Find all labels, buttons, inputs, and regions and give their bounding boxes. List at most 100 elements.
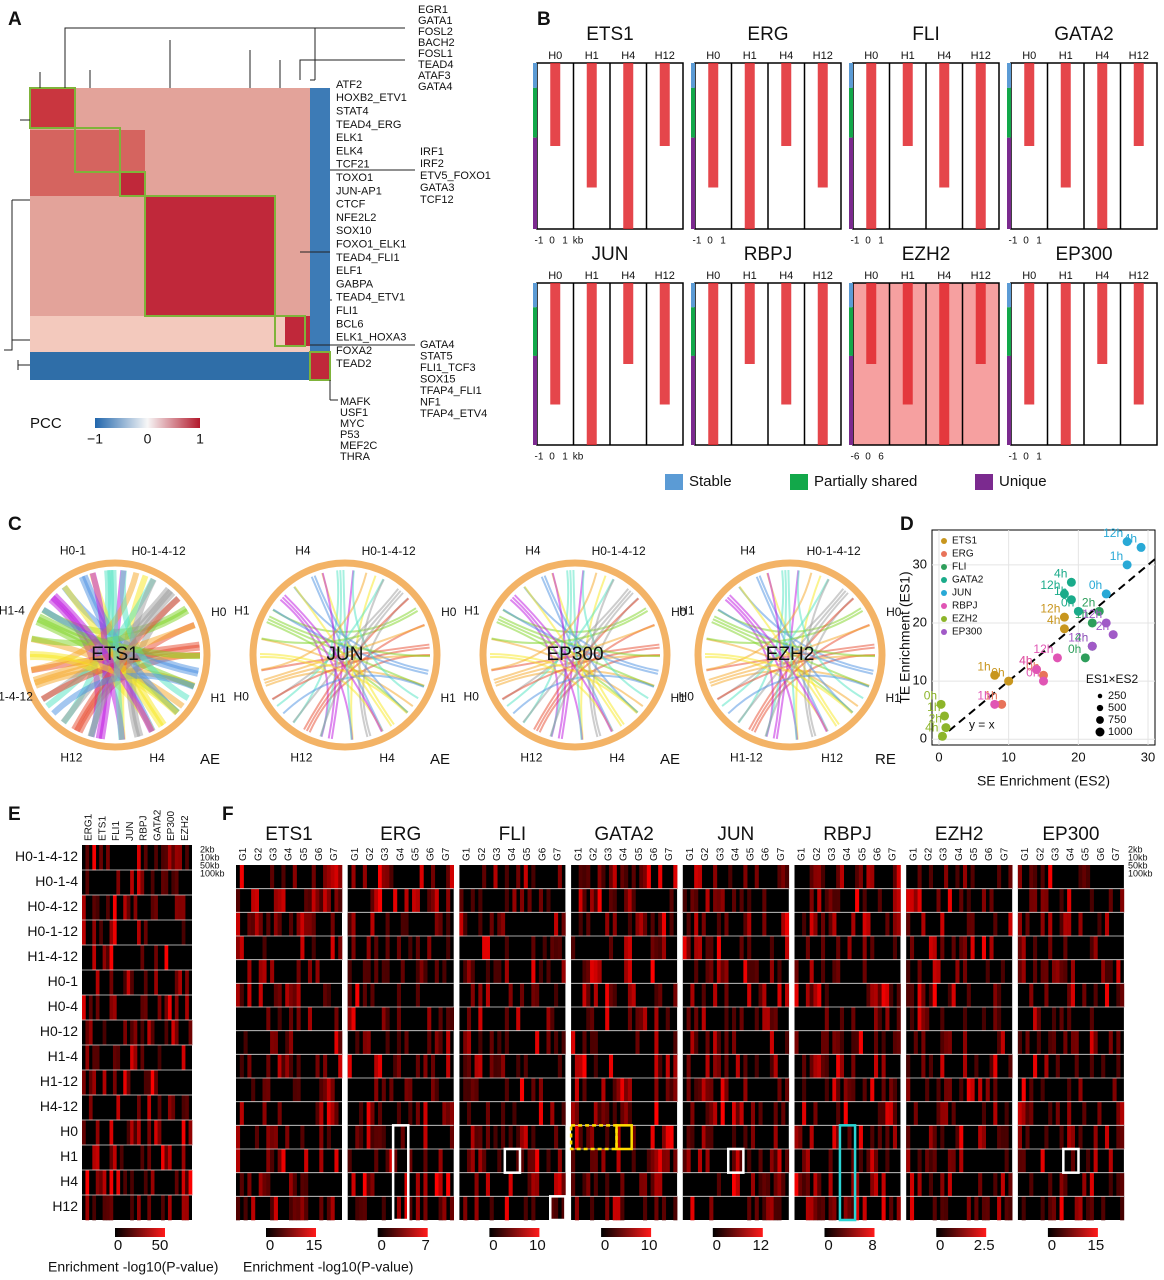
- heat-cell: [932, 1125, 937, 1150]
- heat-cell: [137, 845, 141, 871]
- heat-cell: [185, 995, 189, 1021]
- colorbar: [1047, 1228, 1098, 1237]
- column-label: H4: [621, 270, 635, 282]
- heat-cell: [82, 920, 86, 946]
- heat-cell: [535, 983, 540, 1008]
- point-label: 1h: [984, 688, 997, 702]
- group-label: G6: [984, 847, 995, 861]
- group-label: G4: [395, 847, 406, 861]
- heat-cell: [351, 912, 356, 937]
- heat-cell: [516, 1149, 521, 1173]
- heat-cell: [932, 1149, 937, 1173]
- heat-cell: [809, 888, 814, 913]
- heat-cell: [140, 1145, 145, 1171]
- heat-cell: [747, 912, 752, 937]
- heat-cell: [262, 959, 267, 984]
- heat-cell: [266, 912, 271, 937]
- heat-cell: [713, 888, 718, 913]
- ring-label: H1: [885, 691, 901, 705]
- heat-cell: [112, 895, 117, 921]
- heat-cell: [673, 1149, 678, 1173]
- heat-cell: [862, 936, 867, 960]
- point-label: 0h: [924, 688, 937, 702]
- legend-marker: [941, 603, 947, 609]
- heat-cell: [504, 936, 509, 960]
- heat-cell: [493, 1054, 498, 1079]
- ring-label: H0-1-4-12: [362, 544, 416, 558]
- heat-cell: [824, 1054, 829, 1079]
- circos-link: [261, 572, 368, 671]
- column-label: H4: [1095, 270, 1109, 282]
- heat-cell: [554, 936, 559, 960]
- heat-cell: [254, 888, 260, 913]
- heat-cell: [527, 888, 532, 913]
- heat-cell: [747, 888, 752, 913]
- heat-cell: [396, 1101, 401, 1126]
- heat-cell: [590, 1007, 595, 1031]
- group-label: G7: [776, 847, 787, 861]
- legend-label: ETS1: [952, 536, 977, 547]
- heat-cell: [754, 1054, 759, 1079]
- heat-cell: [686, 936, 691, 960]
- point-label: 12h: [1082, 607, 1102, 621]
- heat-cell: [809, 1054, 814, 1079]
- heat-cell: [821, 912, 826, 937]
- colorbar-title: PCC: [30, 415, 62, 432]
- heat-cell: [266, 1149, 271, 1173]
- heat-cell: [147, 1020, 152, 1046]
- column-label: H0: [706, 270, 720, 282]
- heat-cell: [665, 1078, 670, 1102]
- motif-label: GATA3: [420, 182, 454, 194]
- heat-cell: [442, 1101, 447, 1126]
- heat-cell: [273, 1196, 278, 1221]
- heat-cell: [334, 865, 339, 889]
- heat-cell: [181, 1045, 186, 1071]
- circos-link: [358, 578, 385, 738]
- heat-cell: [519, 1078, 525, 1102]
- heat-cell: [643, 1196, 648, 1221]
- heat-cell: [805, 983, 810, 1008]
- heat-cell: [497, 1030, 502, 1055]
- heat-cell: [82, 995, 86, 1021]
- heatmap-block: [285, 316, 310, 346]
- heat-cell: [993, 1078, 998, 1102]
- heat-cell: [178, 970, 182, 996]
- heat-cell: [112, 1070, 117, 1096]
- heat-cell: [574, 1196, 579, 1221]
- heat-cell: [323, 1078, 328, 1102]
- ring-label: H1: [210, 691, 226, 705]
- heat-cell: [474, 1125, 479, 1150]
- heat-cell: [892, 1101, 898, 1126]
- heat-cell: [981, 888, 986, 913]
- heat-cell: [85, 870, 90, 896]
- heat-cell: [836, 1030, 841, 1055]
- heat-cell: [523, 865, 528, 889]
- heat-cell: [167, 845, 172, 871]
- heat-cell: [516, 865, 521, 889]
- heat-cell: [400, 912, 405, 937]
- heat-cell: [330, 1101, 335, 1126]
- heat-cell: [92, 845, 97, 871]
- heat-cell: [843, 1196, 848, 1221]
- heat-cell: [466, 959, 472, 984]
- plot-title: GATA2: [1054, 24, 1113, 45]
- heat-cell: [716, 1030, 721, 1055]
- heat-cell: [817, 1054, 822, 1079]
- heat-cell: [1008, 1172, 1013, 1197]
- motif-label: TOXO1: [336, 172, 373, 184]
- heat-cell: [586, 912, 591, 937]
- heat-cell: [266, 1172, 271, 1197]
- heat-cell: [319, 1149, 324, 1173]
- group-label: G1: [1020, 847, 1031, 861]
- heat-cell: [732, 1125, 737, 1150]
- heat-cell: [612, 912, 617, 937]
- column-label: H12: [655, 50, 675, 62]
- signal-stripe: [708, 63, 719, 188]
- heat-cell: [571, 936, 576, 960]
- heat-cell: [1033, 936, 1038, 960]
- heat-cell: [366, 936, 371, 960]
- heat-cell: [896, 1030, 901, 1055]
- point-label: 1h: [1054, 584, 1067, 598]
- heat-cell: [470, 1149, 475, 1173]
- heat-cell: [396, 936, 401, 960]
